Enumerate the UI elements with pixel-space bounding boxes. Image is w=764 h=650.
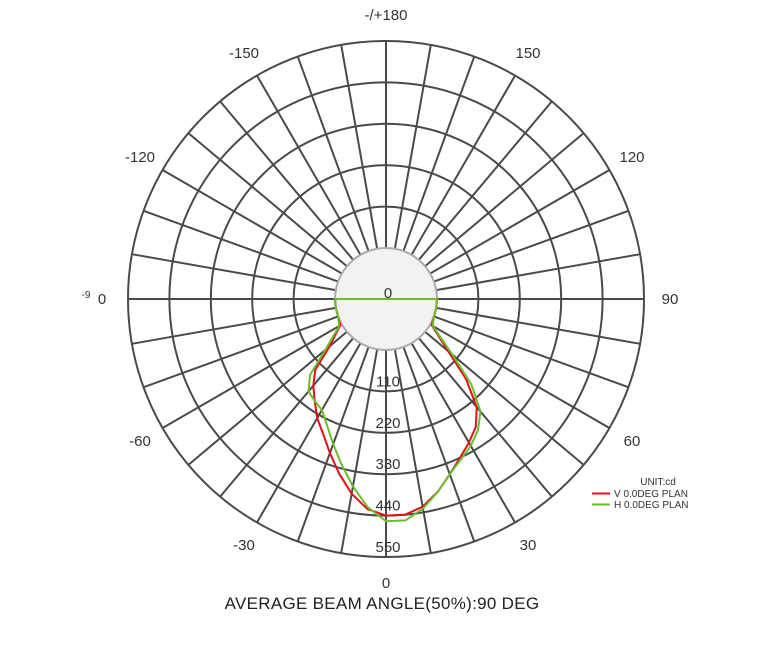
polar-spoke	[219, 337, 354, 498]
angle-label: 60	[624, 433, 641, 450]
polar-spoke	[410, 75, 516, 256]
polar-series	[307, 298, 482, 523]
polar-spoke	[402, 346, 476, 542]
polar-spoke	[402, 56, 476, 252]
angle-label: 150	[515, 45, 540, 62]
polar-spoke	[256, 75, 362, 256]
polar-spoke	[429, 323, 610, 429]
radial-tick-label: 110	[376, 373, 400, 390]
angle-label: -/+180	[365, 7, 408, 24]
polar-spoke	[418, 337, 553, 498]
polar-spoke	[393, 349, 432, 554]
polar-spoke	[187, 132, 348, 267]
angle-label: -120	[125, 149, 155, 166]
polar-spoke	[410, 342, 516, 523]
polar-spoke	[436, 253, 641, 292]
polar-spoke	[219, 100, 354, 261]
polar-spoke	[418, 100, 553, 261]
polar-spoke	[436, 306, 641, 345]
angle-label: 30	[520, 537, 537, 554]
polar-labels: 0 110 220 330 440 550 -/+180 150 120 90 60 30 0 -30 -6…	[82, 7, 679, 592]
polar-spoke	[143, 209, 339, 283]
polar-spoke	[131, 253, 336, 292]
polar-spoke	[424, 132, 585, 267]
polar-spoke	[296, 56, 370, 252]
radial-tick-label: 550	[375, 539, 400, 556]
radial-tick-label: 330	[375, 456, 400, 473]
polar-spoke	[393, 44, 432, 249]
radial-tick-label: 220	[375, 415, 400, 432]
polar-spoke	[162, 323, 343, 429]
angle-label: 0	[382, 575, 390, 592]
beam-angle-caption: AVERAGE BEAM ANGLE(50%):90 DEG	[224, 594, 540, 613]
polar-spoke	[143, 315, 339, 389]
polar-spoke	[433, 209, 629, 283]
polar-spoke	[187, 331, 348, 466]
angle-label: -60	[129, 433, 151, 450]
polar-spoke	[131, 306, 336, 345]
angle-label: 0	[98, 291, 106, 308]
intensity-curve	[312, 298, 478, 517]
polar-spoke	[340, 44, 379, 249]
polar-spoke	[256, 342, 362, 523]
intensity-curve	[307, 298, 482, 523]
legend-entry: V 0.0DEG PLAN	[614, 489, 688, 500]
polar-spoke	[433, 315, 629, 389]
legend-entry: H 0.0DEG PLAN	[614, 500, 688, 511]
left-axis-prefix: -9	[82, 290, 91, 301]
unit-label: UNIT:cd	[640, 477, 676, 488]
polar-spoke	[162, 169, 343, 275]
angle-label: 90	[662, 291, 679, 308]
angle-label: -150	[229, 45, 259, 62]
radial-tick-label: 440	[375, 498, 400, 515]
polar-spoke	[429, 169, 610, 275]
polar-spoke	[340, 349, 379, 554]
radial-tick-label: 0	[384, 285, 392, 302]
angle-label: 120	[619, 149, 644, 166]
angle-label: -30	[233, 537, 255, 554]
